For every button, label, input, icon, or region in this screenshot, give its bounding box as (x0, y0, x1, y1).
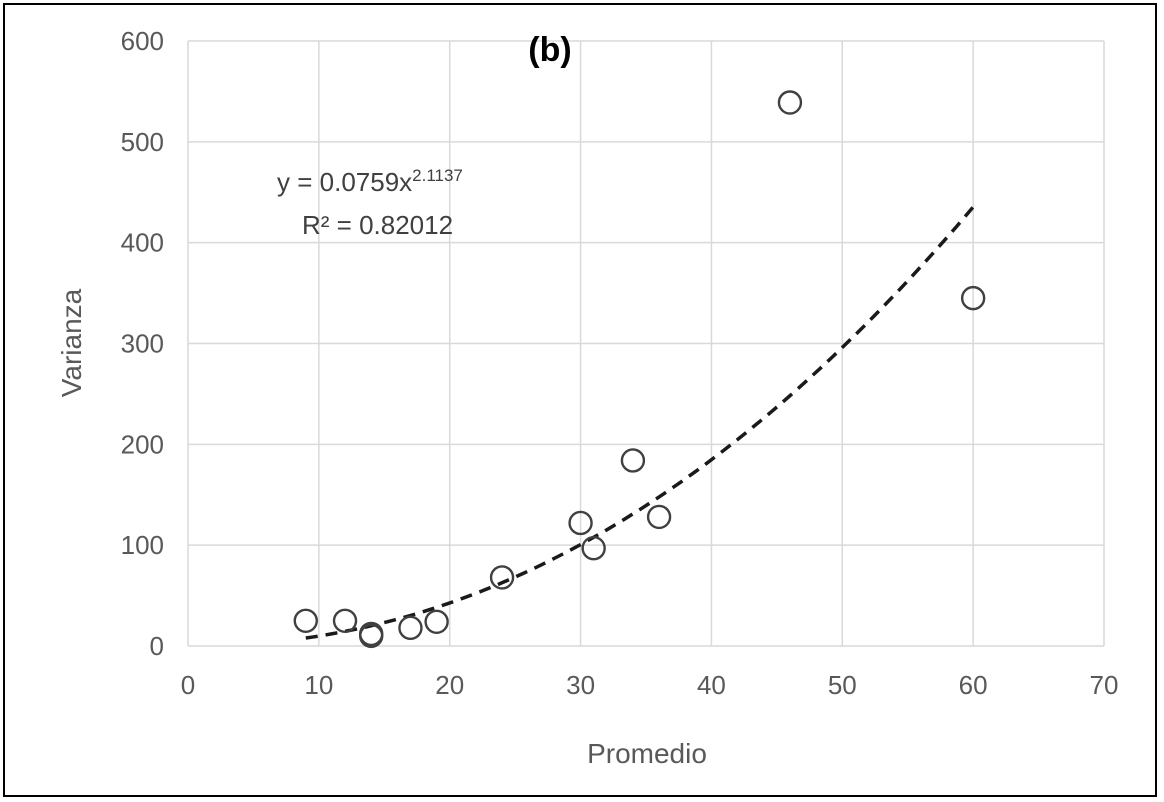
x-tick-label: 0 (181, 670, 195, 700)
gridlines (187, 40, 1105, 647)
power-trendline (305, 205, 975, 640)
r-squared-label: R² = 0.82012 (302, 210, 453, 240)
y-tick-label: 0 (150, 631, 164, 661)
y-axis-title: Varianza (56, 288, 87, 397)
data-point (777, 90, 803, 115)
y-tick-label: 500 (121, 127, 164, 157)
data-point (489, 565, 515, 590)
trendline-equation: y = 0.0759x2.1137 (277, 166, 463, 197)
data-point (960, 285, 986, 311)
data-point (646, 504, 672, 530)
x-tick-label: 40 (697, 670, 726, 700)
scatter-chart: 0 100 200 300 400 500 600 0 10 20 30 40 50 60 70 (b) y… (56, 26, 1119, 769)
x-tick-label: 30 (566, 670, 595, 700)
data-point (293, 608, 318, 633)
data-point (581, 535, 606, 561)
tick-labels: 0 100 200 300 400 500 600 0 10 20 30 40 50 60 70 (121, 26, 1119, 700)
data-point (332, 608, 358, 633)
data-point (359, 623, 384, 649)
x-tick-label: 20 (435, 670, 464, 700)
data-point (620, 448, 646, 473)
y-tick-label: 600 (121, 26, 164, 56)
x-axis-title: Promedio (587, 738, 707, 769)
data-point (398, 615, 423, 641)
x-tick-label: 70 (1090, 670, 1119, 700)
equation-base: y = 0.0759x (277, 167, 412, 197)
x-tick-label: 10 (304, 670, 333, 700)
x-tick-label: 50 (828, 670, 857, 700)
y-tick-label: 200 (121, 429, 164, 459)
panel-label: (b) (528, 31, 571, 69)
figure-frame: 0 100 200 300 400 500 600 0 10 20 30 40 50 60 70 (b) y… (3, 3, 1157, 797)
data-point (424, 609, 449, 634)
x-tick-label: 60 (959, 670, 988, 700)
y-tick-label: 100 (121, 530, 164, 560)
y-tick-label: 300 (121, 329, 164, 359)
y-tick-label: 400 (121, 228, 164, 258)
data-points (293, 90, 986, 649)
equation-exponent: 2.1137 (412, 166, 463, 185)
data-point (568, 510, 593, 536)
